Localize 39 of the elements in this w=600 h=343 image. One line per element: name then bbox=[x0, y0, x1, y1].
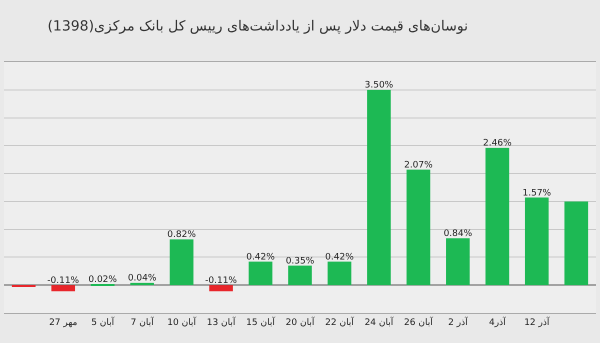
bar bbox=[209, 285, 233, 292]
chart-title: نوسان‌های قیمت دلار پس از یادداشت‌های رییس کل بانک مرکزی(1398) bbox=[47, 18, 468, 34]
data-label: 3.50% bbox=[364, 80, 394, 91]
data-label: 0.42% bbox=[246, 252, 276, 262]
x-tick-label: 7 آبان bbox=[130, 316, 154, 328]
x-tick-label: 12 آذر bbox=[524, 316, 550, 328]
bar bbox=[524, 198, 549, 286]
data-label: 0.42% bbox=[325, 252, 354, 262]
x-tick-label: 10 آبان bbox=[167, 316, 196, 328]
data-label: 0.04% bbox=[128, 274, 157, 284]
data-label: 0.84% bbox=[444, 229, 473, 240]
bar bbox=[328, 262, 352, 286]
bar bbox=[248, 262, 272, 286]
bar bbox=[288, 266, 312, 286]
bar bbox=[564, 201, 588, 286]
data-label: 0.02% bbox=[88, 274, 118, 285]
bar bbox=[367, 90, 391, 286]
x-tick-label: 22 آبان bbox=[325, 316, 354, 328]
x-tick-label: 13 آبان bbox=[206, 316, 236, 328]
data-label: 2.46% bbox=[483, 138, 512, 149]
data-label: -0.11% bbox=[47, 276, 80, 286]
bar bbox=[485, 148, 510, 286]
x-tick-label: 24 آبان bbox=[364, 316, 394, 328]
x-tick-label: 20 آبان bbox=[286, 316, 315, 328]
x-tick-label: 27 مهر bbox=[49, 318, 78, 328]
bar bbox=[170, 239, 194, 286]
x-tick-label: 2 آذر bbox=[448, 316, 468, 328]
data-label: 0.35% bbox=[286, 256, 315, 266]
bar bbox=[446, 238, 470, 286]
data-label: 2.07% bbox=[404, 160, 434, 170]
bar bbox=[406, 170, 430, 286]
data-label: 0.82% bbox=[167, 230, 196, 240]
x-tick-label: 4آذر bbox=[489, 316, 506, 328]
x-tick-label: 26 آبان bbox=[404, 316, 434, 328]
data-label: -0.11% bbox=[205, 276, 238, 286]
x-tick-label: 15 آبان bbox=[246, 316, 276, 328]
x-tick-label: 5 آبان bbox=[91, 316, 115, 328]
data-label: 1.57% bbox=[522, 188, 552, 198]
bar bbox=[51, 285, 76, 292]
